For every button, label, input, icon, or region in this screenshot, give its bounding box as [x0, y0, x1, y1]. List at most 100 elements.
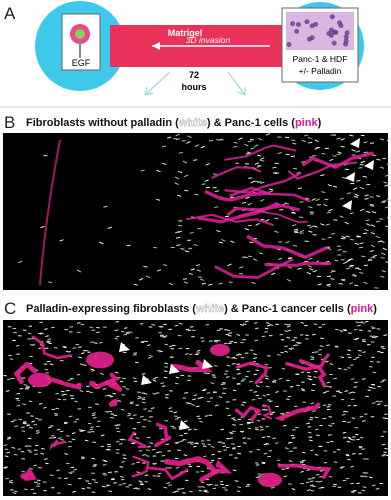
fibroblast — [347, 436, 352, 439]
time-arrow — [227, 71, 246, 96]
fibroblast — [284, 350, 289, 353]
fibroblast — [293, 228, 299, 231]
fibroblast — [156, 198, 161, 201]
fibroblast — [359, 321, 363, 324]
fibroblast — [364, 197, 369, 200]
fibroblast — [368, 476, 373, 479]
fibroblast — [232, 424, 236, 426]
fibroblast — [192, 329, 196, 332]
fibroblast — [307, 265, 313, 268]
fibroblast — [71, 438, 76, 441]
fibroblast — [140, 340, 145, 343]
fibroblast — [340, 237, 345, 240]
fibroblast — [342, 436, 347, 439]
fibroblast — [142, 454, 146, 456]
fibroblast — [218, 282, 223, 285]
fibroblast — [93, 342, 98, 344]
fibroblast — [161, 145, 167, 148]
fibroblast — [176, 194, 182, 197]
fibroblast — [272, 172, 278, 175]
fibroblast — [347, 356, 352, 359]
fibroblast — [250, 147, 255, 150]
fibroblast — [152, 475, 157, 477]
fibroblast — [339, 330, 344, 332]
cancer-cell — [49, 439, 67, 451]
fibroblast — [233, 145, 238, 148]
fibroblast — [326, 211, 331, 214]
fibroblast — [346, 192, 352, 195]
fibroblast — [141, 373, 146, 375]
fibroblast — [127, 412, 132, 415]
fibroblast — [38, 403, 43, 405]
fibroblast — [118, 484, 123, 486]
fibroblast — [64, 477, 68, 480]
fibroblast — [246, 422, 251, 425]
fibroblast — [209, 483, 213, 486]
cancer-cell — [258, 472, 282, 488]
fibroblast — [291, 437, 296, 439]
panel-label: B — [4, 113, 15, 132]
fibroblast — [366, 223, 371, 227]
fibroblast — [268, 400, 273, 403]
fibroblast — [18, 260, 23, 264]
fibroblast — [76, 322, 81, 324]
fibroblast — [94, 481, 99, 484]
fibroblast — [140, 169, 145, 172]
cancer-cell — [224, 144, 297, 161]
fibroblast — [298, 216, 304, 219]
fibroblast — [138, 480, 143, 483]
fibroblast — [222, 445, 227, 448]
fibroblast — [379, 400, 383, 403]
fibroblast — [38, 347, 42, 349]
fibroblast — [161, 454, 166, 457]
fibroblast — [352, 358, 357, 361]
fibroblast — [71, 432, 76, 435]
fibroblast — [304, 197, 310, 200]
fibroblast — [73, 468, 77, 471]
fibroblast — [370, 231, 376, 235]
fibroblast — [365, 210, 371, 213]
arrowhead — [350, 138, 360, 148]
fibroblast — [218, 396, 223, 398]
fibroblast — [244, 228, 250, 231]
fibroblast — [67, 445, 72, 448]
fibroblast — [246, 151, 252, 154]
fibroblast — [242, 323, 247, 326]
fibroblast — [187, 402, 192, 405]
fibroblast — [326, 283, 331, 286]
fibroblast — [100, 434, 105, 437]
cancer-cell — [31, 335, 72, 360]
fibroblast — [261, 462, 266, 465]
fibroblast — [139, 482, 144, 484]
fibroblast — [151, 324, 155, 326]
fibroblast — [372, 254, 377, 258]
fibroblast — [345, 235, 350, 238]
fibroblast — [340, 138, 345, 141]
fibroblast — [272, 380, 276, 383]
fibroblast — [343, 261, 348, 265]
fibroblast — [115, 335, 120, 338]
fibroblast — [352, 274, 357, 278]
fibroblast — [28, 400, 33, 403]
fibroblast — [164, 343, 168, 346]
fibroblast — [79, 390, 84, 392]
fibroblast — [347, 367, 351, 369]
fibroblast — [103, 205, 108, 208]
fibroblast — [152, 393, 157, 395]
fibroblast — [27, 449, 31, 452]
cancer-cell — [246, 234, 328, 260]
fibroblast — [290, 155, 296, 158]
caption: Fibroblasts without palladin (white) & P… — [26, 117, 322, 129]
fibroblast — [301, 160, 306, 163]
fibroblast — [120, 330, 125, 333]
fibroblast — [328, 424, 333, 427]
fibroblast — [348, 282, 354, 285]
fibroblast — [103, 460, 108, 463]
fibroblast — [147, 356, 152, 359]
fibroblast — [347, 458, 351, 461]
fibroblast — [44, 328, 48, 330]
fibroblast — [338, 367, 342, 370]
fibroblast — [255, 222, 260, 226]
fibroblast — [192, 398, 196, 401]
cancer-cell — [86, 351, 114, 369]
